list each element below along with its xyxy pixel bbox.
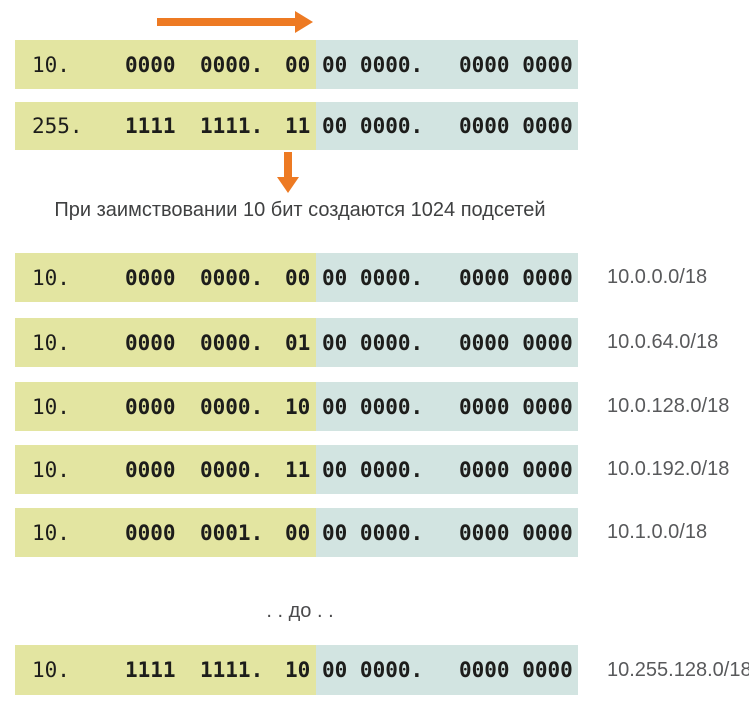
network-bits-cell: 10. 0000 0000. 11 — [15, 445, 316, 494]
host-bits-cell: 00 0000. 0000 0000 — [316, 40, 578, 89]
host-bits-group2: 0000 0000 — [459, 658, 573, 682]
subnet-address-label: 10.1.0.0/18 — [607, 521, 708, 543]
host-bits-cell: 00 0000. 0000 0000 — [316, 318, 578, 367]
host-bits-group2: 0000 0000 — [459, 457, 573, 482]
host-bits-group2: 0000 0000 — [459, 265, 573, 290]
octet1-value: 10. — [32, 265, 70, 290]
octet1-value: 10. — [32, 330, 70, 355]
host-bits-cell: 00 0000. 0000 0000 — [316, 253, 578, 302]
host-bits-cell: 00 0000. 0000 0000 — [316, 508, 578, 557]
subnet-address-label: 10.0.192.0/18 — [607, 458, 730, 480]
network-bits-cell: 10. 0000 0001. 00 — [15, 508, 316, 557]
borrowed-bits-group3: 00 — [285, 265, 311, 290]
subnet-row-4: 10. 0000 0000. 11 00 0000. 0000 0000 10.… — [15, 445, 729, 494]
borrowed-bits-group2: 0000. — [200, 52, 264, 77]
borrowed-bits-group2: 0000. — [200, 457, 264, 482]
arrow-shaft — [157, 18, 295, 26]
octet1-value: 10. — [32, 394, 70, 419]
octet1-value: 10. — [32, 457, 70, 482]
octet1-value: 10. — [32, 520, 70, 545]
borrowed-bits-group1: 0000 — [125, 330, 176, 355]
subnet-address-label: 10.0.64.0/18 — [607, 331, 719, 353]
octet1-value: 10. — [32, 52, 70, 77]
borrowed-bits-group2: 0000. — [200, 394, 264, 419]
network-bits-cell: 10. 0000 0000. 00 — [15, 253, 316, 302]
borrowed-bits-group2: 0000. — [200, 265, 264, 290]
network-bits-cell: 10. 0000 0000. 01 — [15, 318, 316, 367]
host-bits-group1: 00 0000. — [322, 520, 424, 545]
host-bits-group1: 00 0000. — [322, 265, 424, 290]
host-bits-cell: 00 0000. 0000 0000 — [316, 645, 578, 695]
host-bits-cell: 00 0000. 0000 0000 — [316, 445, 578, 494]
subnet-row-1: 10. 0000 0000. 00 00 0000. 0000 0000 10.… — [15, 253, 707, 302]
borrowed-bits-group2: 0001. — [200, 520, 264, 545]
address-binary-row: 10. 0000 0000. 00 00 0000. 0000 0000 — [15, 40, 578, 89]
host-bits-group2: 0000 0000 — [459, 520, 573, 545]
host-bits-group1: 00 0000. — [322, 457, 424, 482]
host-bits-cell: 00 0000. 0000 0000 — [316, 382, 578, 431]
subnet-address-label: 10.0.128.0/18 — [607, 395, 730, 417]
borrowed-bits-group3: 10 — [285, 394, 311, 419]
host-bits-group2: 0000 0000 — [459, 52, 573, 77]
borrowed-bits-group1: 0000 — [125, 52, 176, 77]
host-bits-group1: 00 0000. — [322, 658, 424, 682]
network-bits-cell: 10. 1111 1111. 10 — [15, 645, 316, 695]
borrowed-bits-group1: 1111 — [125, 658, 176, 682]
borrowed-bits-group1: 0000 — [125, 394, 176, 419]
subnet-row-2: 10. 0000 0000. 01 00 0000. 0000 0000 10.… — [15, 318, 718, 367]
subnet-address-label: 10.255.128.0/18 — [607, 658, 749, 681]
host-bits-group2: 0000 0000 — [459, 394, 573, 419]
octet1-value: 10. — [32, 658, 70, 682]
borrowed-bits-group3: 10 — [285, 658, 311, 682]
network-bits-cell: 10. 0000 0000. 10 — [15, 382, 316, 431]
subnet-row-last: 10. 1111 1111. 10 00 0000. 0000 0000 10.… — [15, 645, 749, 695]
octet1-value: 255. — [32, 114, 83, 138]
host-bits-group2: 0000 0000 — [459, 114, 573, 138]
borrowed-bits-group3: 01 — [285, 330, 311, 355]
host-bits-group1: 00 0000. — [322, 394, 424, 419]
host-bits-group1: 00 0000. — [322, 52, 424, 77]
subnet-row-5: 10. 0000 0001. 00 00 0000. 0000 0000 10.… — [15, 508, 707, 557]
borrowed-bits-group2: 1111. — [200, 114, 264, 138]
borrowed-bits-group1: 1111 — [125, 114, 176, 138]
host-bits-group1: 00 0000. — [322, 114, 424, 138]
borrowed-bits-group3: 00 — [285, 520, 311, 545]
subnet-address-label: 10.0.0.0/18 — [607, 266, 708, 288]
range-ellipsis-text: . . до . . — [266, 600, 334, 622]
borrowed-bits-group3: 00 — [285, 52, 311, 77]
arrow-shaft — [284, 152, 292, 177]
result-down-arrow-icon — [277, 152, 299, 193]
network-bits-cell: 255. 1111 1111. 11 — [15, 102, 316, 150]
borrowed-bits-group1: 0000 — [125, 265, 176, 290]
network-bits-cell: 10. 0000 0000. 00 — [15, 40, 316, 89]
subnet-row-3: 10. 0000 0000. 10 00 0000. 0000 0000 10.… — [15, 382, 729, 431]
borrowed-bits-group3: 11 — [285, 114, 311, 138]
host-bits-group1: 00 0000. — [322, 330, 424, 355]
arrow-head — [277, 177, 299, 193]
borrowed-bits-group2: 0000. — [200, 330, 264, 355]
host-bits-cell: 00 0000. 0000 0000 — [316, 102, 578, 150]
borrowed-bits-group3: 11 — [285, 457, 311, 482]
host-bits-group2: 0000 0000 — [459, 330, 573, 355]
caption-borrowing-10-bits: При заимствовании 10 бит создаются 1024 … — [54, 199, 546, 221]
borrowed-bits-group1: 0000 — [125, 520, 176, 545]
arrow-head — [295, 11, 313, 33]
borrowed-bits-group2: 1111. — [200, 658, 264, 682]
borrowed-bits-group1: 0000 — [125, 457, 176, 482]
mask-binary-row: 255. 1111 1111. 11 00 0000. 0000 0000 — [15, 102, 578, 150]
borrowed-bits-right-arrow-icon — [157, 11, 313, 33]
